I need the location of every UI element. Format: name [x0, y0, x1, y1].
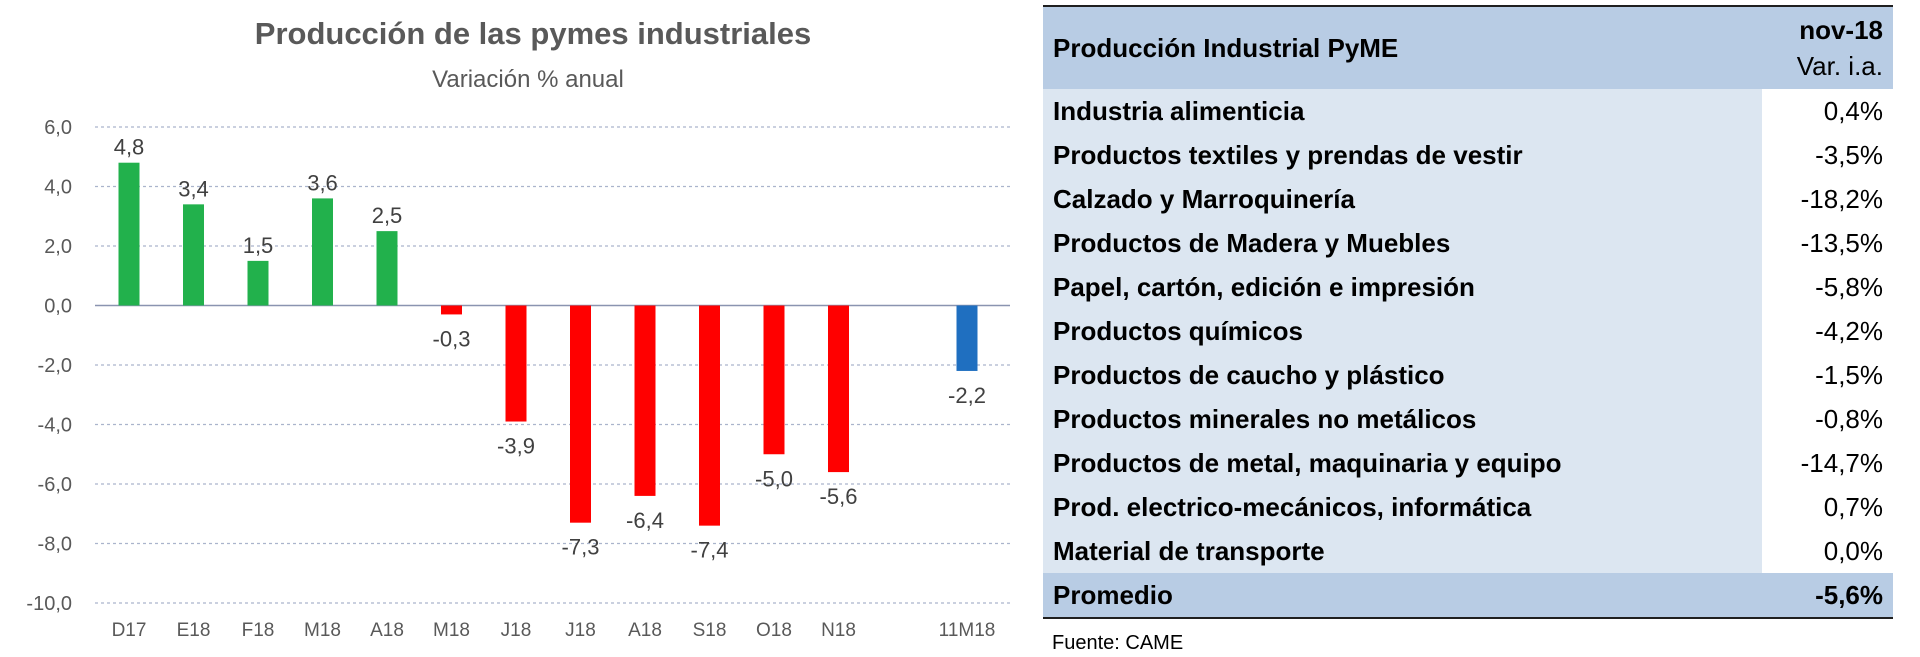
table-header-values: nov-18 Var. i.a. [1762, 5, 1893, 89]
table-row: Prod. electrico-mecánicos, informática 0,… [1043, 485, 1893, 529]
data-label: -5,0 [755, 466, 793, 491]
sector-name: Productos textiles y prendas de vestir [1043, 133, 1762, 177]
data-label: -7,3 [562, 535, 600, 560]
bars [118, 162, 978, 526]
x-tick-label: S18 [693, 620, 727, 641]
data-label: -0,3 [433, 326, 471, 351]
sector-name: Calzado y Marroquinería [1043, 177, 1762, 221]
sector-value: -3,5% [1762, 133, 1893, 177]
y-tick-label: -10,0 [26, 593, 72, 615]
sector-name: Industria alimenticia [1043, 89, 1762, 133]
y-tick-label: 0,0 [44, 296, 72, 318]
sector-name: Productos de metal, maquinaria y equipo [1043, 441, 1762, 485]
sector-value: -4,2% [1762, 309, 1893, 353]
data-label: -2,2 [948, 383, 986, 408]
sector-value: 0,0% [1762, 529, 1893, 573]
sector-name: Productos de caucho y plástico [1043, 353, 1762, 397]
x-tick-label: M18 [433, 620, 470, 641]
sector-name: Productos químicos [1043, 309, 1762, 353]
table-row: Productos de caucho y plástico -1,5% [1043, 353, 1893, 397]
data-label: -6,4 [626, 508, 664, 533]
table-row: Material de transporte 0,0% [1043, 529, 1893, 573]
sector-name: Productos de Madera y Muebles [1043, 221, 1762, 265]
sector-table: Producción Industrial PyME nov-18 Var. i… [1043, 5, 1893, 619]
table-header-metric: Var. i.a. [1796, 51, 1883, 81]
x-tick-label: A18 [370, 620, 404, 641]
source-note: Fuente: CAME [1052, 632, 1184, 654]
data-label: 3,6 [307, 170, 338, 195]
y-tick-label: -4,0 [38, 415, 72, 437]
y-tick-label: -8,0 [38, 534, 72, 556]
x-tick-label: M18 [304, 620, 341, 641]
sector-value: -5,6% [1762, 573, 1893, 619]
sector-value: 0,7% [1762, 485, 1893, 529]
x-tick-label: J18 [565, 620, 596, 641]
x-tick-label: F18 [242, 620, 275, 641]
y-tick-label: 2,0 [44, 236, 72, 258]
bar [570, 305, 591, 523]
sector-value: 0,4% [1762, 89, 1893, 133]
table-header-row: Producción Industrial PyME nov-18 Var. i… [1043, 5, 1893, 89]
data-labels: 4,8 3,4 1,5 3,6 2,5 -0,3 -3,9 -7,3 -6,4 -7,4 -5,0 -… [114, 135, 986, 563]
data-label: -5,6 [820, 484, 858, 509]
sector-value: -14,7% [1762, 441, 1893, 485]
chart-subtitle: Variación % anual [432, 66, 624, 93]
sector-value: -5,8% [1762, 265, 1893, 309]
x-tick-label: E18 [177, 620, 211, 641]
table-row: Productos de Madera y Muebles -13,5% [1043, 221, 1893, 265]
x-tick-label: D17 [112, 620, 147, 641]
sector-value: -0,8% [1762, 397, 1893, 441]
y-tick-label: 4,0 [44, 177, 72, 199]
bar [505, 305, 527, 422]
y-tick-label: 6,0 [44, 117, 72, 139]
table-row: Industria alimenticia 0,4% [1043, 89, 1893, 133]
sector-name: Productos minerales no metálicos [1043, 397, 1762, 441]
table-header-label: Producción Industrial PyME [1043, 5, 1762, 89]
y-tick-label: -2,0 [38, 355, 72, 377]
data-label: -3,9 [497, 434, 535, 459]
chart-title: Producción de las pymes industriales [255, 16, 811, 51]
bar [183, 204, 204, 306]
gridlines [95, 126, 1010, 604]
x-axis: D17 E18 F18 M18 A18 M18 J18 J18 A18 S18 O18 N18 11M1… [112, 620, 996, 641]
table-row: Papel, cartón, edición e impresión -5,8% [1043, 265, 1893, 309]
bar [118, 162, 140, 306]
bar [699, 305, 720, 526]
y-axis: 6,0 4,0 2,0 0,0 -2,0 -4,0 -6,0 -8,0 -10,0 [26, 117, 72, 615]
bar [634, 305, 656, 496]
bar [763, 305, 785, 455]
x-tick-label: N18 [821, 620, 856, 641]
sector-name: Promedio [1043, 573, 1762, 619]
sector-name: Papel, cartón, edición e impresión [1043, 265, 1762, 309]
table-row: Productos minerales no metálicos -0,8% [1043, 397, 1893, 441]
table-row: Calzado y Marroquinería -18,2% [1043, 177, 1893, 221]
table-total-row: Promedio -5,6% [1043, 573, 1893, 619]
bar [828, 305, 849, 473]
data-label: 2,5 [372, 203, 403, 228]
table-row: Productos textiles y prendas de vestir -3… [1043, 133, 1893, 177]
bar [247, 260, 269, 306]
data-label: 4,8 [114, 135, 145, 160]
sector-name: Prod. electrico-mecánicos, informática [1043, 485, 1762, 529]
bar [312, 198, 333, 306]
data-label: 1,5 [243, 233, 274, 258]
x-tick-label: A18 [628, 620, 662, 641]
table-row: Productos químicos -4,2% [1043, 309, 1893, 353]
y-tick-label: -6,0 [38, 474, 72, 496]
sector-name: Material de transporte [1043, 529, 1762, 573]
bar [376, 231, 398, 306]
bar [441, 305, 462, 315]
table-row: Productos de metal, maquinaria y equipo -… [1043, 441, 1893, 485]
table-header-period: nov-18 [1799, 15, 1883, 45]
sector-value: -1,5% [1762, 353, 1893, 397]
x-tick-label: J18 [501, 620, 532, 641]
data-label: -7,4 [691, 538, 729, 563]
bar-chart: Producción de las pymes industriales Var… [26, 16, 1010, 641]
bar [956, 305, 978, 371]
sector-value: -18,2% [1762, 177, 1893, 221]
x-tick-label: O18 [756, 620, 792, 641]
sector-value: -13,5% [1762, 221, 1893, 265]
data-label: 3,4 [178, 176, 209, 201]
x-tick-label: 11M18 [939, 620, 996, 641]
